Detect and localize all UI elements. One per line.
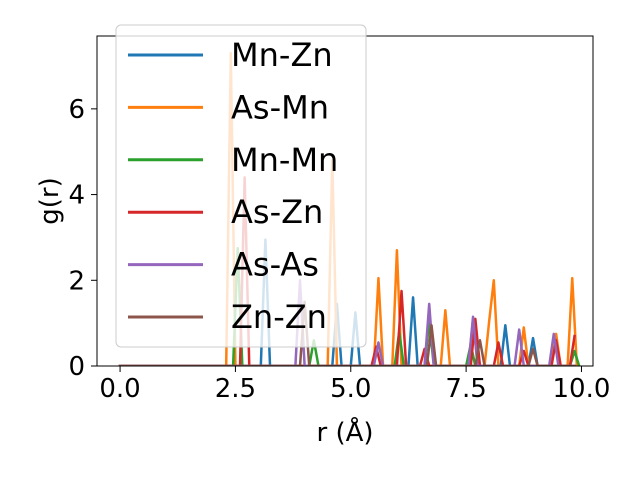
y-tick-label: 6 xyxy=(68,95,85,125)
legend-label-mn-mn: Mn-Mn xyxy=(231,141,338,179)
legend-label-zn-zn: Zn-Zn xyxy=(231,298,327,336)
legend-label-as-as: As-As xyxy=(231,246,319,284)
y-axis-label: g(r) xyxy=(35,177,65,224)
legend-label-as-zn: As-Zn xyxy=(231,193,323,231)
x-tick-label: 7.5 xyxy=(445,374,486,404)
x-tick-label: 10.0 xyxy=(553,374,611,404)
series-line-as-zn xyxy=(118,176,576,366)
legend-label-mn-zn: Mn-Zn xyxy=(231,36,333,74)
y-tick-label: 2 xyxy=(68,266,85,296)
x-axis-label: r (Å) xyxy=(316,416,373,448)
x-axis: 0.0 2.5 5.0 7.5 10.0 xyxy=(99,366,610,404)
y-axis: 0 2 4 6 xyxy=(68,95,97,382)
y-tick-label: 0 xyxy=(68,352,85,382)
y-tick-label: 4 xyxy=(68,181,85,211)
legend: Mn-Zn As-Mn Mn-Mn As-Zn As-As Zn-Zn xyxy=(115,24,367,348)
legend-frame xyxy=(115,24,367,348)
legend-label-as-mn: As-Mn xyxy=(231,88,329,126)
x-tick-label: 5.0 xyxy=(330,374,371,404)
x-tick-label: 0.0 xyxy=(99,374,140,404)
x-tick-label: 2.5 xyxy=(215,374,256,404)
